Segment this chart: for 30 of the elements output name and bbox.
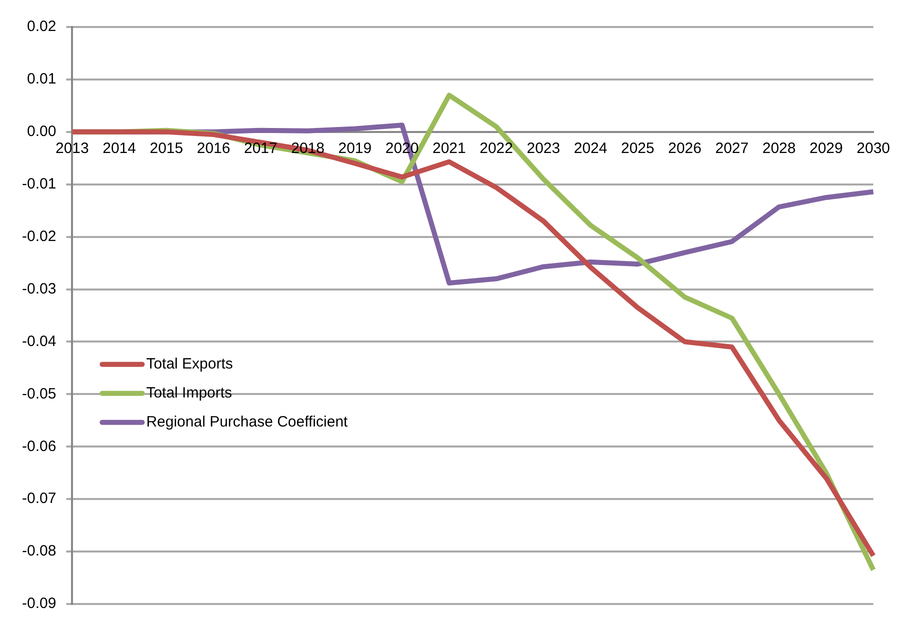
x-tick-label: 2015 — [150, 140, 184, 158]
y-tick-label: -0.01 — [22, 176, 56, 193]
x-tick-label: 2028 — [762, 140, 796, 158]
y-tick-label: 0.01 — [26, 70, 56, 88]
x-tick-label: 2022 — [480, 140, 513, 158]
y-tick-label: -0.09 — [22, 595, 56, 612]
x-tick-label: 2016 — [196, 140, 230, 158]
y-tick-label: -0.07 — [22, 490, 56, 508]
legend-label: Total Exports — [146, 355, 233, 372]
x-tick-label: 2013 — [56, 140, 89, 158]
x-tick-label: 2026 — [668, 140, 702, 158]
y-tick-label: -0.06 — [22, 438, 56, 455]
x-tick-label: 2027 — [715, 140, 749, 158]
y-tick-label: -0.04 — [22, 332, 56, 350]
legend-label: Regional Purchase Coefficient — [146, 413, 349, 430]
legend-label: Total Imports — [146, 384, 232, 402]
x-tick-label: 2025 — [621, 140, 654, 158]
x-tick-label: 2030 — [856, 140, 890, 158]
x-tick-label: 2024 — [574, 140, 608, 158]
y-tick-label: -0.08 — [22, 542, 56, 560]
x-tick-label: 2023 — [526, 140, 560, 158]
x-tick-label: 2029 — [810, 140, 843, 158]
y-tick-label: 0.02 — [26, 18, 56, 36]
x-tick-label: 2014 — [102, 140, 136, 158]
x-tick-label: 2021 — [432, 140, 466, 158]
y-tick-label: -0.05 — [22, 385, 56, 402]
y-tick-label: 0.00 — [26, 123, 56, 140]
x-tick-label: 2019 — [338, 140, 372, 158]
y-tick-label: -0.02 — [22, 228, 56, 245]
y-tick-label: -0.03 — [22, 280, 56, 298]
